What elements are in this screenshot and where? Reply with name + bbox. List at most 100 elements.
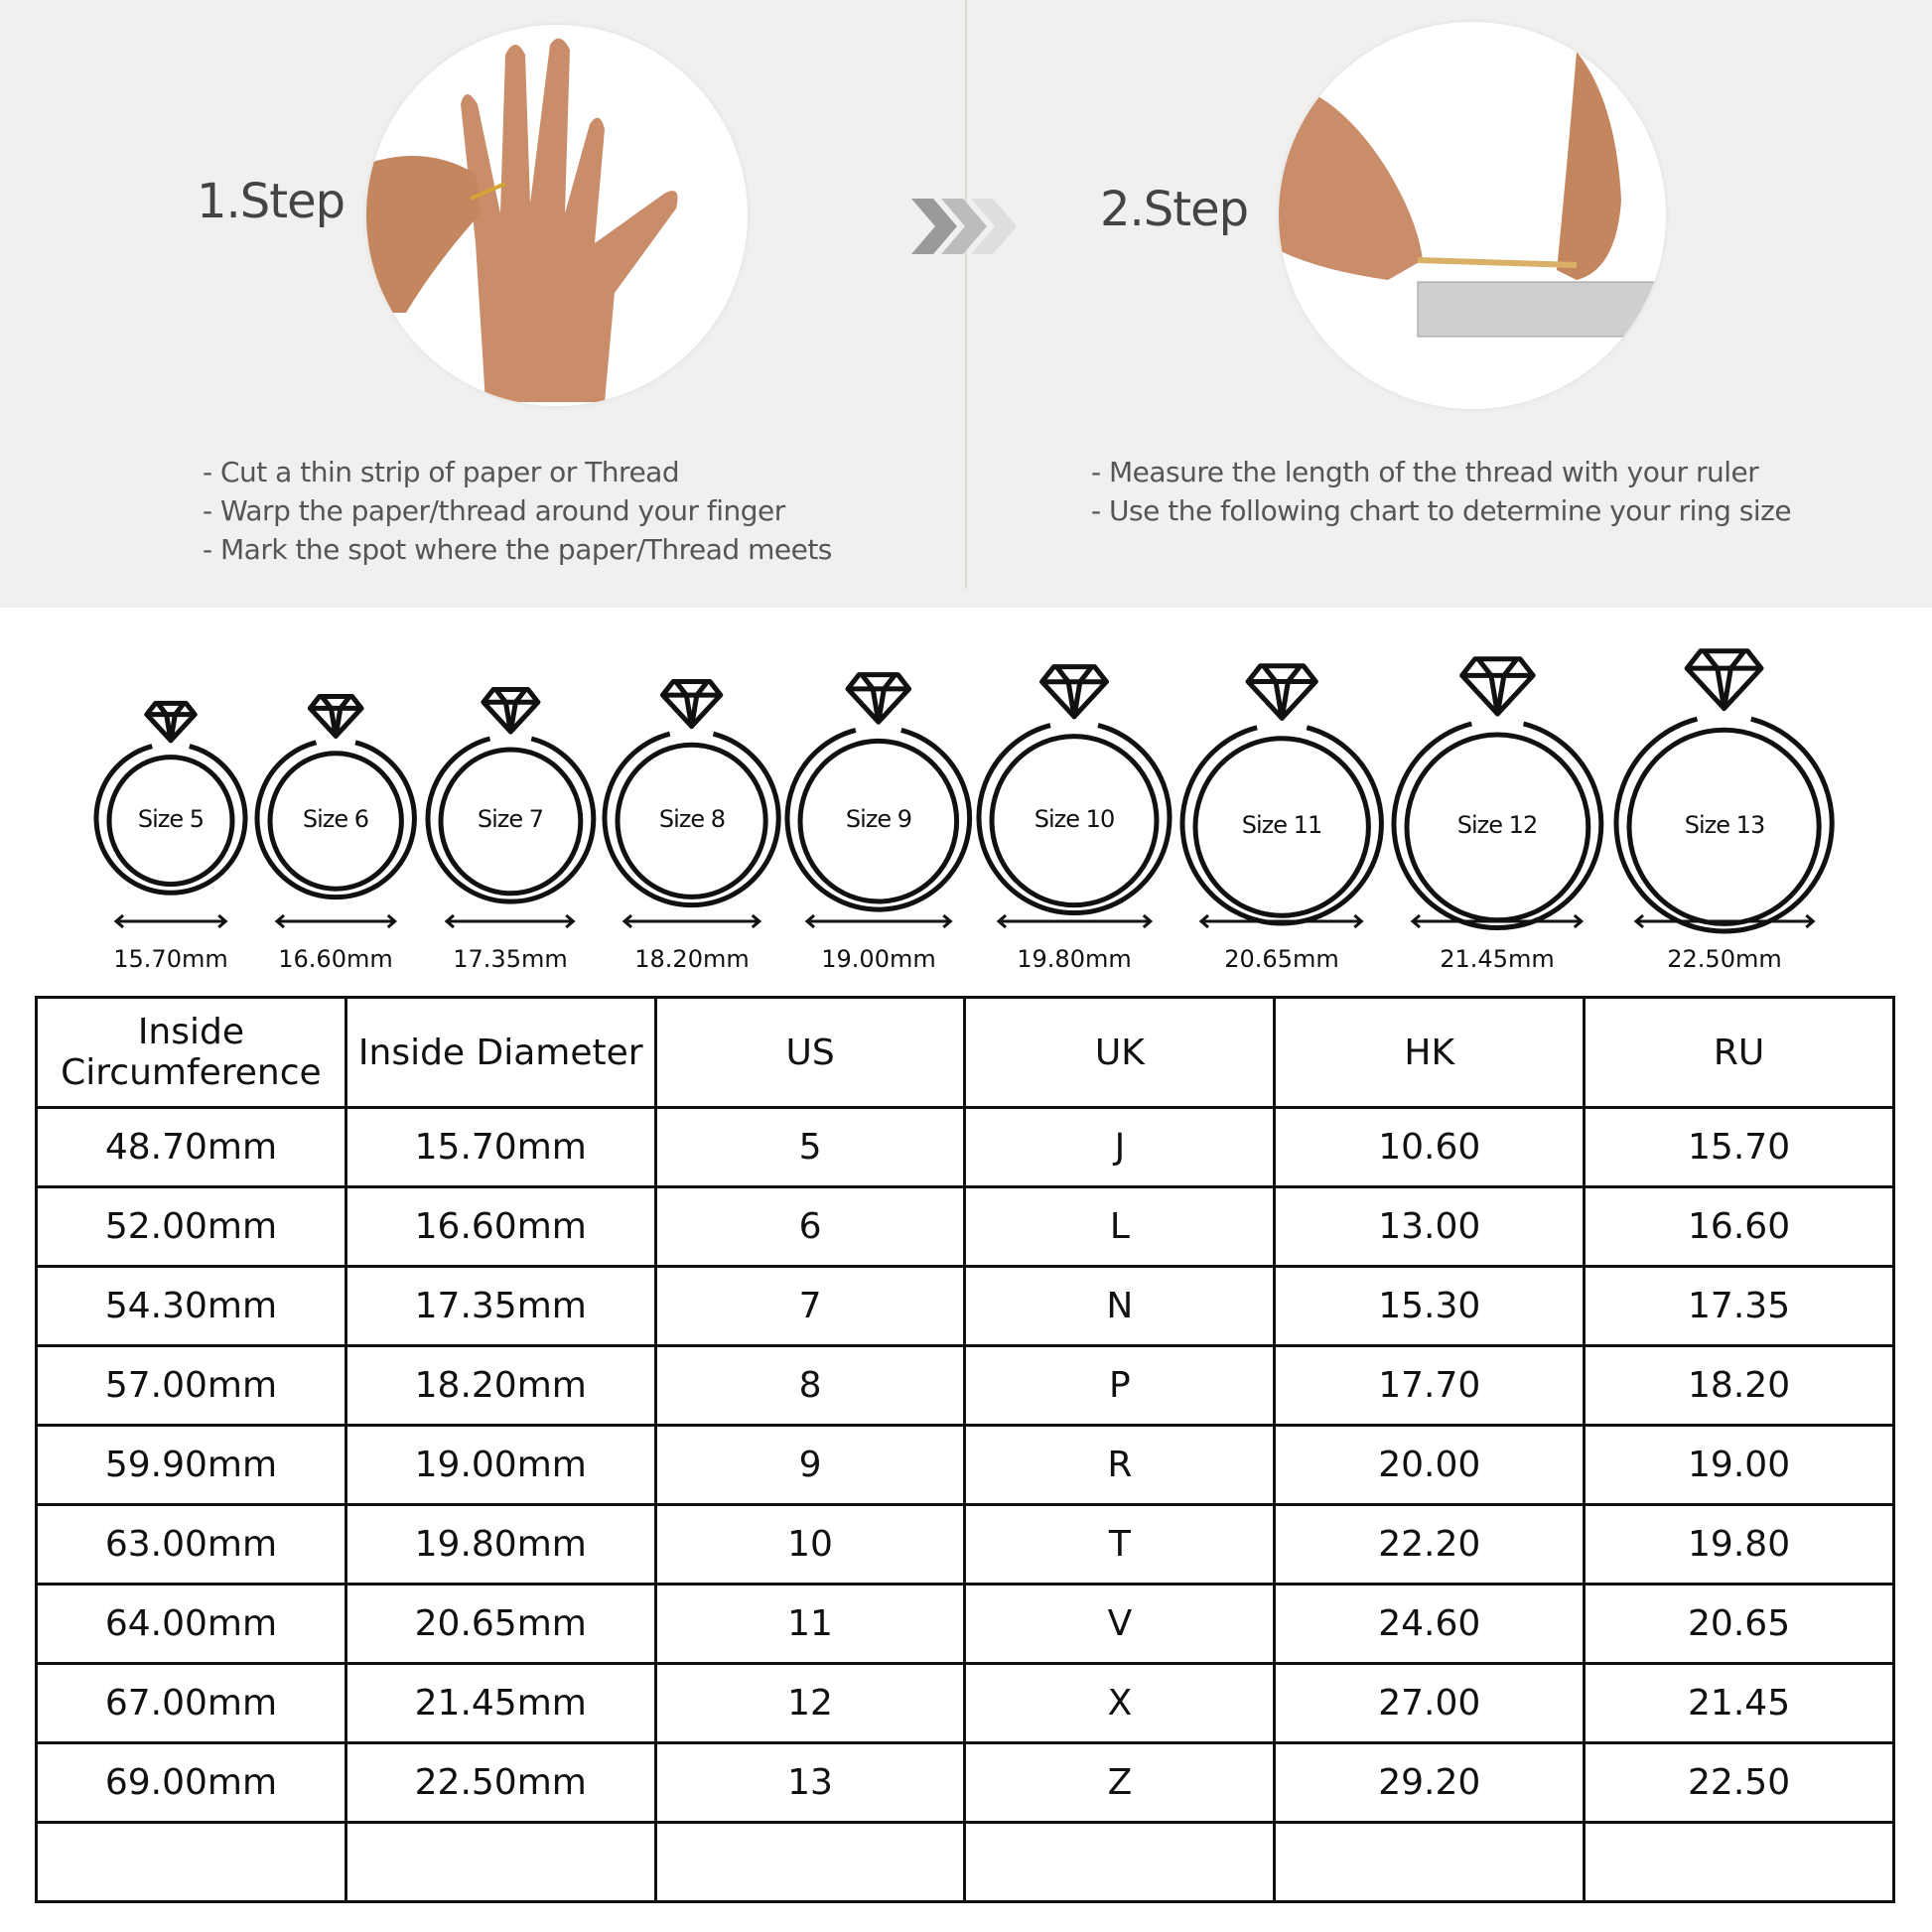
column-header: RU xyxy=(1583,996,1895,1109)
double-arrow-icon xyxy=(274,913,398,933)
diamond-icon xyxy=(1685,648,1764,712)
ring-icon xyxy=(1613,648,1836,934)
ring-diameter-label: 20.65mm xyxy=(1224,945,1339,973)
ring-diameter-label: 16.60mm xyxy=(278,945,393,973)
ring-8 xyxy=(590,658,793,924)
column-header: Inside Circumference xyxy=(35,996,347,1109)
table-cell xyxy=(653,1821,967,1903)
double-arrow-icon xyxy=(996,913,1154,933)
ring-size-label: Size 5 xyxy=(137,805,205,833)
table-cell: 12 xyxy=(653,1662,967,1744)
table-cell: 17.35 xyxy=(1583,1265,1895,1347)
table-cell: 22.50mm xyxy=(344,1741,657,1824)
step-1-instructions: - Cut a thin strip of paper or Thread - … xyxy=(203,453,832,569)
ring-icon xyxy=(254,693,417,900)
table-cell: 19.00mm xyxy=(344,1424,657,1506)
step-2-instructions: - Measure the length of the thread with … xyxy=(1091,453,1792,530)
ring-size-label: Size 13 xyxy=(1684,811,1765,839)
instruction-line: - Warp the paper/thread around your fing… xyxy=(203,494,785,527)
ring-diameter-label: 21.45mm xyxy=(1440,945,1555,973)
ring-size-label: Size 7 xyxy=(477,805,544,833)
ring-11 xyxy=(1168,639,1396,943)
ring-icon xyxy=(93,701,248,897)
table-cell: 10 xyxy=(653,1503,967,1586)
table-cell: R xyxy=(963,1424,1277,1506)
table-cell xyxy=(963,1821,1277,1903)
table-cell xyxy=(1273,1821,1587,1903)
table-cell: 67.00mm xyxy=(35,1662,347,1744)
table-cell: 9 xyxy=(653,1424,967,1506)
ring-12 xyxy=(1379,631,1616,948)
ring-icon xyxy=(425,686,596,904)
table-cell: Z xyxy=(963,1741,1277,1824)
step-1-photo xyxy=(366,25,748,406)
table-cell: 19.00 xyxy=(1583,1424,1895,1506)
table-row xyxy=(35,1821,1895,1903)
double-arrow-icon xyxy=(804,913,953,933)
ring-icon xyxy=(784,671,973,912)
ring-diameter-label: 19.00mm xyxy=(821,945,936,973)
ring-size-label: Size 12 xyxy=(1456,811,1538,839)
column-header: Inside Diameter xyxy=(344,996,657,1109)
table-cell: 52.00mm xyxy=(35,1185,347,1268)
table-cell: 20.65mm xyxy=(344,1583,657,1665)
table-cell: 27.00 xyxy=(1273,1662,1587,1744)
table-cell: 29.20 xyxy=(1273,1741,1587,1824)
table-row: 63.00mm 19.80mm 10 T 22.20 19.80 xyxy=(35,1503,1895,1586)
diamond-icon xyxy=(1245,663,1318,721)
table-cell xyxy=(344,1821,657,1903)
column-header: HK xyxy=(1273,996,1587,1109)
table-cell: 13.00 xyxy=(1273,1185,1587,1268)
ring-size-table: Inside Circumference Inside Diameter US UK H… xyxy=(35,996,1895,1903)
table-cell: 69.00mm xyxy=(35,1741,347,1824)
table-row: 64.00mm 20.65mm 11 V 24.60 20.65 xyxy=(35,1583,1895,1665)
instruction-line: - Mark the spot where the paper/Thread m… xyxy=(203,533,832,566)
table-cell: 59.90mm xyxy=(35,1424,347,1506)
diamond-icon xyxy=(660,679,724,730)
table-cell: 16.60mm xyxy=(344,1185,657,1268)
table-cell: 15.70mm xyxy=(344,1106,657,1188)
column-header: US xyxy=(653,996,967,1109)
ring-diameter-label: 19.80mm xyxy=(1017,945,1132,973)
table-cell: T xyxy=(963,1503,1277,1586)
double-arrow-icon xyxy=(1198,913,1364,933)
table-cell: 20.65 xyxy=(1583,1583,1895,1665)
step-2-photo xyxy=(1279,22,1666,409)
table-cell: 19.80mm xyxy=(344,1503,657,1586)
double-arrow-icon xyxy=(1633,913,1816,933)
step-1-label: 1.Step xyxy=(197,174,345,229)
ring-size-label: Size 10 xyxy=(1034,805,1115,833)
double-arrow-icon xyxy=(444,913,576,933)
table-cell: 21.45mm xyxy=(344,1662,657,1744)
double-arrow-icon xyxy=(113,913,228,933)
ring-size-label: Size 11 xyxy=(1241,811,1322,839)
table-cell: 7 xyxy=(653,1265,967,1347)
table-cell: 13 xyxy=(653,1741,967,1824)
divider xyxy=(965,0,967,589)
table-cell: 5 xyxy=(653,1106,967,1188)
table-row: 57.00mm 18.20mm 8 P 17.70 18.20 xyxy=(35,1344,1895,1427)
table-cell: P xyxy=(963,1344,1277,1427)
double-arrow-icon xyxy=(1410,913,1585,933)
table-cell: 8 xyxy=(653,1344,967,1427)
table-row: 48.70mm 15.70mm 5 J 10.60 15.70 xyxy=(35,1106,1895,1188)
table-cell: V xyxy=(963,1583,1277,1665)
table-cell: 15.30 xyxy=(1273,1265,1587,1347)
table-row: 69.00mm 22.50mm 13 Z 29.20 22.50 xyxy=(35,1741,1895,1824)
table-cell: 21.45 xyxy=(1583,1662,1895,1744)
table-cell: 20.00 xyxy=(1273,1424,1587,1506)
table-row: 52.00mm 16.60mm 6 L 13.00 16.60 xyxy=(35,1185,1895,1268)
ring-9 xyxy=(772,650,985,929)
diamond-icon xyxy=(480,686,540,735)
instructions-panel: 1.Step 2.Step - Cut a thin strip of pape… xyxy=(0,0,1932,608)
table-cell: 6 xyxy=(653,1185,967,1268)
table-cell xyxy=(1583,1821,1895,1903)
table-row: 54.30mm 17.35mm 7 N 15.30 17.35 xyxy=(35,1265,1895,1347)
diamond-icon xyxy=(307,693,364,739)
diamond-icon xyxy=(144,701,198,744)
ring-size-label: Size 9 xyxy=(845,805,912,833)
table-cell: 18.20 xyxy=(1583,1344,1895,1427)
ring-diameter-label: 22.50mm xyxy=(1667,945,1782,973)
table-cell: 18.20mm xyxy=(344,1344,657,1427)
table-cell: 22.20 xyxy=(1273,1503,1587,1586)
